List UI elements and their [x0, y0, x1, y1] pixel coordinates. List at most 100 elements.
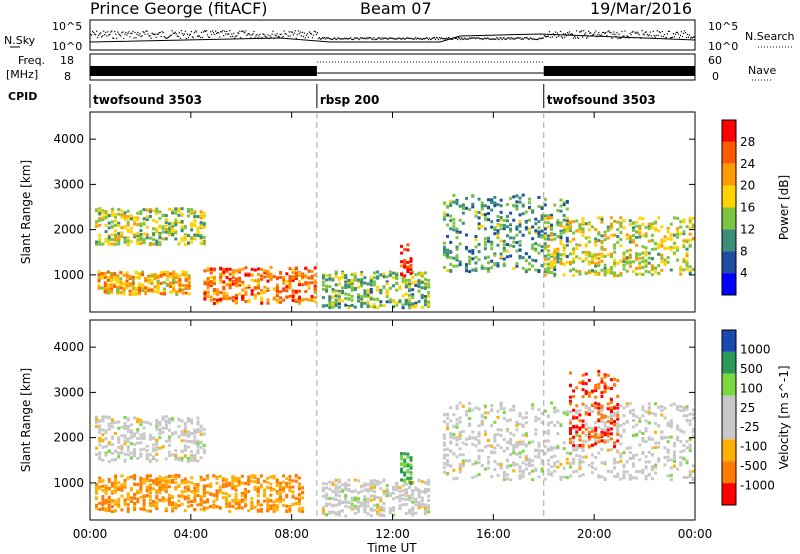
- range-cell: [148, 208, 152, 212]
- range-cell: [420, 273, 424, 277]
- sky-point: [479, 38, 481, 40]
- range-cell: [360, 270, 364, 274]
- range-cell: [145, 509, 149, 513]
- range-cell: [294, 473, 298, 477]
- sky-point: [217, 31, 219, 34]
- sky-point: [555, 36, 558, 38]
- range-cell: [527, 205, 531, 209]
- sky-point: [149, 35, 151, 37]
- range-cell: [282, 487, 286, 491]
- range-cell: [527, 471, 531, 475]
- range-cell: [331, 302, 335, 306]
- sky-point: [363, 38, 365, 40]
- sky-point: [657, 34, 659, 37]
- range-cell: [650, 256, 654, 260]
- range-cell: [493, 468, 497, 472]
- range-cell: [171, 495, 175, 499]
- range-cell: [313, 300, 317, 304]
- sky-point: [437, 38, 440, 41]
- sky-point: [465, 38, 467, 40]
- sky-point: [118, 33, 120, 35]
- range-cell: [288, 478, 292, 482]
- sky-right-tick-low: 10^0: [708, 40, 738, 53]
- sky-point: [211, 33, 213, 36]
- range-cell: [490, 243, 494, 247]
- range-cell: [400, 478, 404, 482]
- range-cell: [509, 418, 513, 422]
- range-cell: [685, 240, 689, 244]
- range-cell: [148, 483, 152, 487]
- range-cell: [297, 289, 301, 293]
- range-cell: [321, 510, 325, 514]
- range-cell: [644, 440, 648, 444]
- sky-point: [342, 38, 344, 40]
- range-cell: [161, 496, 165, 500]
- range-cell: [155, 212, 159, 216]
- range-cell: [518, 230, 522, 234]
- range-cell: [104, 487, 108, 491]
- range-cell: [120, 226, 124, 230]
- range-cell: [505, 203, 509, 207]
- sky-point: [665, 37, 667, 39]
- range-cell: [600, 439, 604, 443]
- range-cell: [666, 440, 670, 444]
- range-cell: [654, 242, 658, 246]
- y-tick-label: 3000: [53, 177, 84, 191]
- range-cell: [376, 510, 380, 514]
- range-cell: [660, 435, 664, 439]
- range-cell: [234, 495, 238, 499]
- range-cell: [106, 291, 110, 295]
- range-cell: [356, 479, 360, 483]
- range-cell: [527, 262, 531, 266]
- range-cell: [417, 479, 421, 483]
- range-cell: [584, 372, 588, 376]
- range-cell: [178, 274, 182, 278]
- range-cell: [202, 506, 206, 510]
- range-cell: [187, 274, 191, 278]
- range-cell: [95, 222, 99, 226]
- sky-point: [94, 33, 96, 35]
- range-cell: [669, 237, 673, 241]
- range-cell: [654, 402, 658, 406]
- range-cell: [180, 456, 184, 460]
- range-cell: [218, 474, 222, 478]
- range-cell: [524, 456, 528, 460]
- sky-point: [630, 34, 632, 36]
- range-cell: [458, 230, 462, 234]
- range-cell: [128, 282, 132, 286]
- range-cell: [113, 277, 117, 281]
- range-cell: [392, 485, 396, 489]
- range-cell: [356, 491, 360, 495]
- range-cell: [337, 480, 341, 484]
- sky-point: [252, 33, 254, 35]
- range-cell: [126, 509, 130, 513]
- range-cell: [461, 462, 465, 466]
- range-cell: [158, 236, 162, 240]
- range-cell: [288, 509, 292, 513]
- range-cell: [546, 253, 550, 257]
- range-cell: [691, 469, 695, 473]
- range-cell: [644, 234, 648, 238]
- range-cell: [480, 414, 484, 418]
- range-cell: [164, 424, 168, 428]
- range-cell: [382, 272, 386, 276]
- range-cell: [600, 216, 604, 220]
- sky-point: [580, 30, 582, 33]
- range-cell: [142, 499, 146, 503]
- range-cell: [104, 429, 108, 433]
- range-cell: [594, 262, 598, 266]
- velocity-cells: [95, 369, 695, 518]
- range-cell: [572, 440, 576, 444]
- range-cell: [321, 273, 325, 277]
- range-cell: [654, 220, 658, 224]
- sky-point: [291, 31, 293, 33]
- sky-point: [444, 38, 447, 40]
- sky-point: [523, 37, 525, 39]
- range-cell: [181, 273, 185, 277]
- range-cell: [572, 389, 576, 393]
- range-cell: [117, 238, 121, 242]
- range-cell: [524, 210, 528, 214]
- range-cell: [167, 437, 171, 441]
- sky-point: [590, 32, 592, 34]
- range-cell: [321, 505, 325, 509]
